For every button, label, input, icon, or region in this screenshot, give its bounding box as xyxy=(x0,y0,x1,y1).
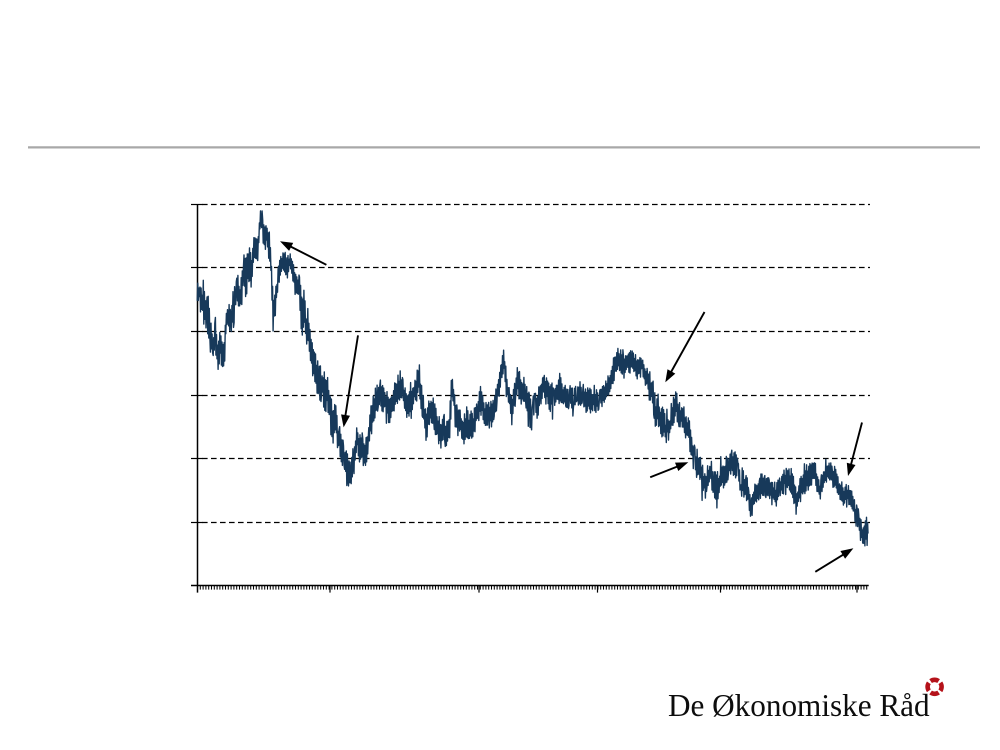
svg-text:De Økonomiske Råd: De Økonomiske Råd xyxy=(668,688,930,723)
